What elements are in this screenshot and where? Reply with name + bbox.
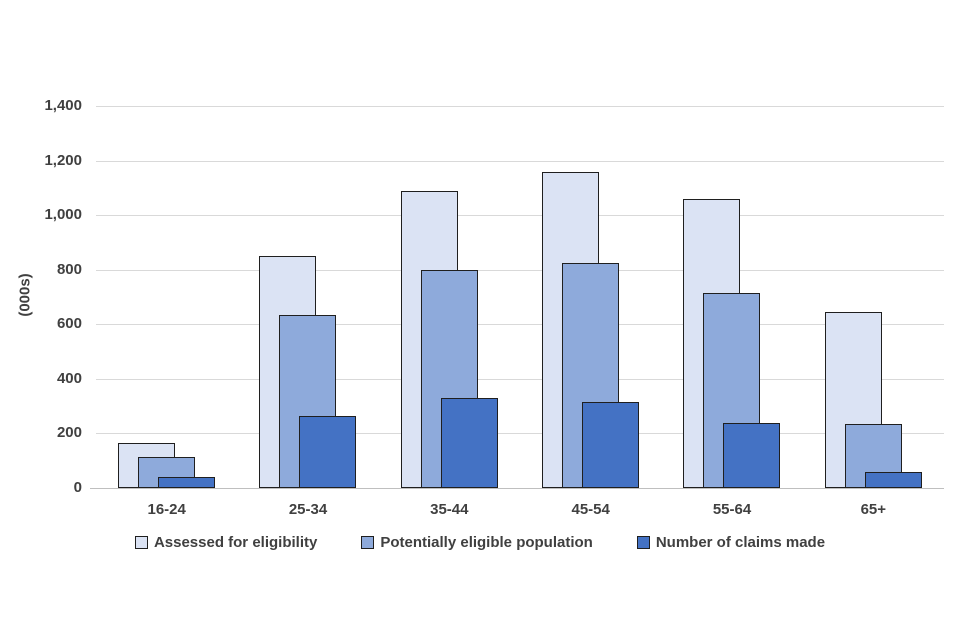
y-tick-label: 800 [56, 260, 82, 278]
legend-item: Potentially eligible population [361, 534, 593, 551]
y-tick-label: 1,200 [44, 151, 82, 169]
gridline [96, 433, 944, 435]
y-tick-label: 1,400 [44, 97, 82, 114]
bar-series3-35-44 [440, 398, 498, 488]
x-axis-category-label: 45-54 [571, 501, 610, 518]
legend-label: Assessed for eligibility [153, 534, 318, 551]
legend-label: Number of claims made [655, 534, 826, 551]
bar-series3-25-34 [299, 415, 357, 488]
gridline [96, 215, 944, 217]
x-axis-category-label: 55-64 [712, 501, 752, 518]
x-axis-category-label: 25-34 [288, 501, 328, 518]
bar-series3-45-54 [582, 402, 639, 489]
gridline [96, 324, 944, 326]
y-tick-label: 0 [73, 479, 82, 496]
gridline [96, 106, 944, 107]
y-tick-label: 400 [56, 369, 82, 387]
legend-swatch [361, 536, 375, 549]
y-tick-label: 1,000 [44, 206, 82, 224]
x-axis-category-label: 35-44 [430, 501, 469, 518]
bar-series3-55-64 [723, 422, 781, 488]
y-tick-label: 600 [56, 315, 82, 333]
y-axis-title: (000s) [16, 273, 34, 317]
gridline [96, 160, 944, 162]
gridline [96, 378, 944, 380]
x-axis-line [90, 488, 944, 489]
chart-legend: Assessed for eligibility Potentially elig… [0, 534, 960, 551]
y-tick-label: 200 [56, 424, 82, 442]
legend-label: Potentially eligible population [380, 534, 593, 551]
bar-series3-65+ [864, 471, 922, 488]
x-axis-category-label: 65+ [860, 501, 887, 518]
legend-item: Number of claims made [636, 534, 826, 551]
bar-series3-16-24 [158, 477, 215, 488]
gridline [96, 269, 944, 271]
x-axis-category-label: 16-24 [147, 501, 186, 518]
legend-swatch [636, 536, 650, 549]
legend-item: Assessed for eligibility [134, 534, 318, 551]
legend-swatch [134, 536, 148, 549]
